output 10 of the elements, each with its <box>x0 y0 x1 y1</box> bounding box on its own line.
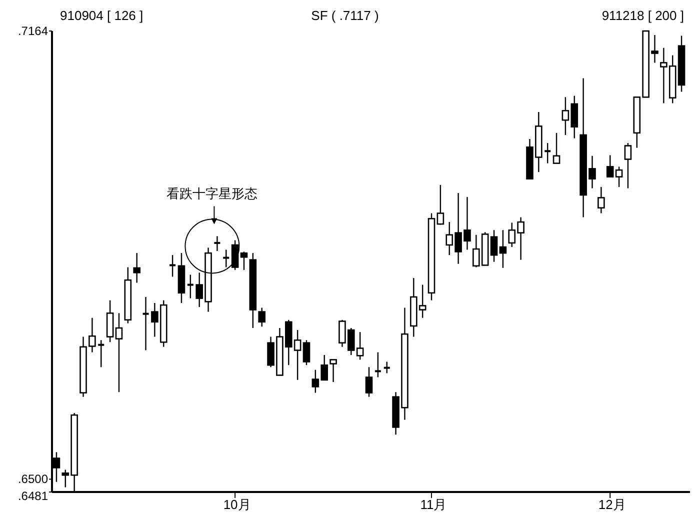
annotation: 看跌十字星形态 <box>166 186 258 202</box>
x-tick-label: 10月 <box>223 497 251 512</box>
y-tick-label: .6481 <box>18 489 48 503</box>
x-tick-label: 11月 <box>420 497 447 512</box>
text: 910904 [ 126 ] <box>60 8 144 23</box>
x-tick-label: 12月 <box>598 497 626 512</box>
y-tick-label: .6500 <box>18 472 48 486</box>
text: 911218 [ 200 ] <box>602 8 684 23</box>
chart-title: SF ( .7117 ) <box>311 8 379 23</box>
y-tick-label: .7164 <box>18 24 48 38</box>
